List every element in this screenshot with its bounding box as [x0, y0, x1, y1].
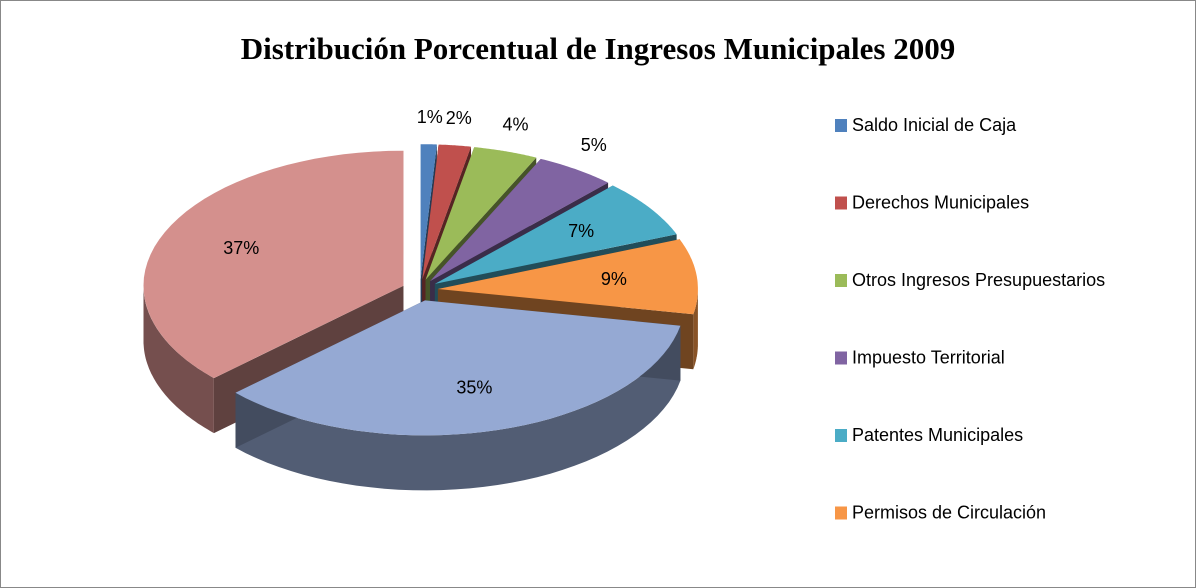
slice-top	[235, 300, 681, 436]
slice-side	[235, 325, 681, 491]
slice-top	[434, 185, 677, 284]
data-label: 1%	[417, 107, 443, 127]
data-label: 9%	[601, 269, 627, 289]
slice-top	[143, 150, 404, 379]
legend-label: Impuesto Territorial	[852, 347, 1005, 367]
slice-side	[693, 289, 698, 370]
slice-top	[422, 144, 471, 280]
legend-label: Saldo Inicial de Caja	[852, 115, 1017, 135]
legend-label: Patentes Municipales	[852, 425, 1023, 445]
slice	[235, 300, 681, 491]
slice-top	[425, 147, 537, 280]
data-label: 5%	[581, 135, 607, 155]
data-label: 4%	[503, 115, 529, 135]
legend-swatch	[835, 506, 847, 520]
legend-label: Permisos de Circulación	[852, 502, 1046, 522]
legend-label: Derechos Municipales	[852, 192, 1029, 212]
data-label: 37%	[223, 238, 259, 258]
data-label: 35%	[456, 377, 492, 397]
data-label: 2%	[446, 108, 472, 128]
slice-side	[143, 285, 214, 434]
legend-swatch	[835, 119, 847, 132]
chart-title: Distribución Porcentual de Ingresos Muni…	[241, 31, 955, 66]
data-label: 7%	[568, 221, 594, 241]
legend-swatch	[835, 429, 847, 442]
slice-top	[430, 158, 609, 282]
legend-swatch	[835, 274, 847, 287]
legend-swatch	[835, 351, 847, 365]
slice-top	[420, 144, 437, 280]
slice-top	[437, 239, 698, 315]
legend-label: Otros Ingresos Presupuestarios	[852, 270, 1105, 290]
legend-swatch	[835, 196, 847, 210]
